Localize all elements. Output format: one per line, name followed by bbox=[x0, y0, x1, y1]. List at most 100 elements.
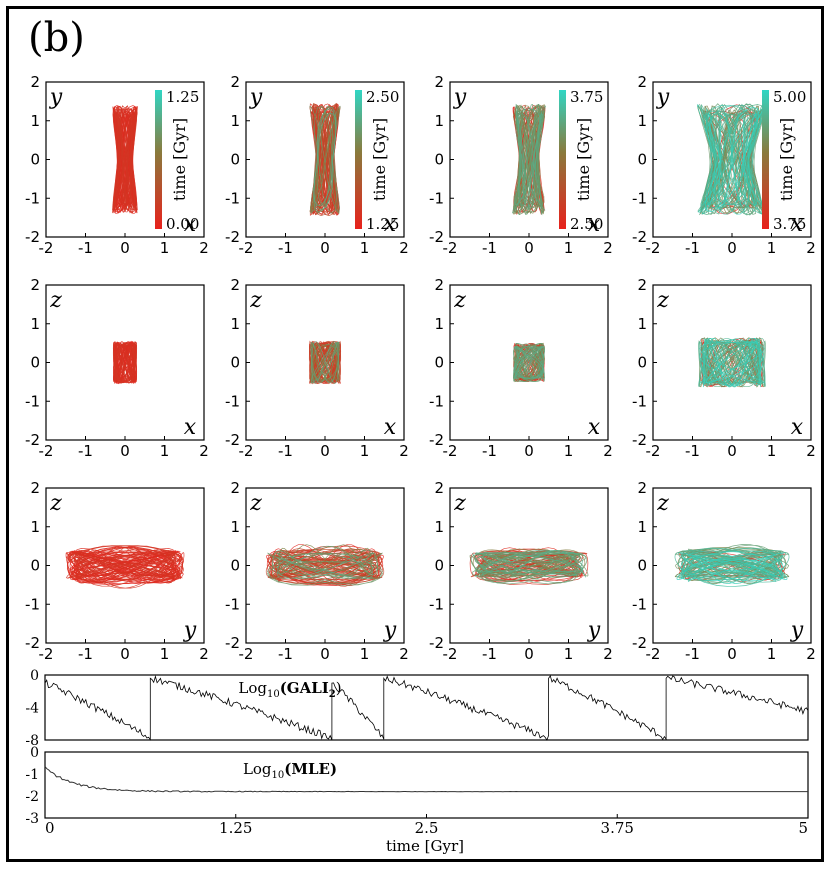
x-tick-label: -2 bbox=[239, 645, 254, 663]
y-tick-label: 0 bbox=[637, 151, 647, 169]
orbit-curve bbox=[704, 338, 760, 387]
y-tick-label: 2 bbox=[230, 479, 240, 497]
x-tick-label: 1 bbox=[360, 645, 370, 663]
y-tick-label: -2 bbox=[25, 431, 40, 449]
horizontal-axis-label: x bbox=[588, 212, 601, 237]
y-tick-label: -1 bbox=[429, 392, 444, 410]
time-tick-label: 1.25 bbox=[219, 819, 252, 837]
orbit-curve bbox=[699, 341, 765, 384]
x-tick-label: -1 bbox=[482, 239, 497, 257]
x-tick-label: 1 bbox=[767, 645, 777, 663]
y-tick-label: -1 bbox=[25, 595, 40, 613]
x-tick-label: 2 bbox=[199, 645, 209, 663]
y-tick-label: -2 bbox=[225, 634, 240, 652]
y-tick-label: -2 bbox=[632, 228, 647, 246]
x-tick-label: 1 bbox=[564, 239, 574, 257]
orbit-curve bbox=[67, 544, 183, 579]
y-tick-label: 1 bbox=[230, 315, 240, 333]
y-tick-label: 2 bbox=[434, 479, 444, 497]
mle-frame bbox=[44, 751, 809, 819]
y-tick-label: -1 bbox=[632, 595, 647, 613]
x-tick-label: 0 bbox=[120, 442, 130, 460]
y-tick-label: -2 bbox=[429, 634, 444, 652]
y-tick-label: -2 bbox=[25, 228, 40, 246]
x-tick-label: -1 bbox=[685, 239, 700, 257]
gali2-panel: 0 -4 -8 Log10(GALI2) bbox=[25, 668, 809, 749]
y-tick-label: 0 bbox=[30, 354, 40, 372]
vertical-axis-label: y bbox=[656, 85, 670, 110]
x-tick-label: -2 bbox=[443, 239, 458, 257]
colorbar-max-label: 1.25 bbox=[166, 88, 199, 106]
x-tick-label: 0 bbox=[727, 645, 737, 663]
horizontal-axis-label: y bbox=[790, 618, 804, 643]
y-tick-label: 2 bbox=[30, 73, 40, 91]
orbit-curve bbox=[708, 112, 756, 206]
x-tick-label: 2 bbox=[199, 239, 209, 257]
vertical-axis-label: z bbox=[49, 288, 62, 313]
orbit-curve bbox=[700, 339, 764, 386]
y-tick-label: -2 bbox=[225, 228, 240, 246]
orbit-curve bbox=[513, 346, 545, 379]
orbit-curve bbox=[66, 553, 184, 581]
horizontal-axis-label: x bbox=[184, 212, 197, 237]
mle-y-tick: -3 bbox=[25, 811, 39, 827]
colorbar-title: time [Gyr] bbox=[574, 118, 593, 201]
colorbar-min-label: 1.25 bbox=[366, 215, 399, 233]
x-tick-label: 0 bbox=[727, 239, 737, 257]
y-tick-label: 2 bbox=[434, 276, 444, 294]
horizontal-axis-label: x bbox=[384, 212, 397, 237]
x-tick-label: -2 bbox=[646, 239, 661, 257]
x-tick-label: -1 bbox=[482, 442, 497, 460]
x-tick-label: -1 bbox=[685, 442, 700, 460]
orbit-curve bbox=[75, 552, 175, 583]
orbit-curve bbox=[112, 341, 138, 384]
y-tick-label: 2 bbox=[30, 276, 40, 294]
y-tick-label: 1 bbox=[30, 315, 40, 333]
gali2-y-tick: -4 bbox=[25, 701, 39, 717]
x-tick-label: 1 bbox=[564, 442, 574, 460]
x-tick-label: 2 bbox=[603, 442, 613, 460]
horizontal-axis-label: y bbox=[383, 618, 397, 643]
x-tick-label: 2 bbox=[399, 239, 409, 257]
orbit-curve bbox=[471, 549, 587, 578]
x-tick-label: -1 bbox=[685, 645, 700, 663]
x-tick-label: -2 bbox=[443, 442, 458, 460]
x-tick-label: -1 bbox=[482, 645, 497, 663]
y-tick-label: 0 bbox=[230, 557, 240, 575]
y-tick-label: 0 bbox=[434, 151, 444, 169]
y-tick-label: 1 bbox=[30, 112, 40, 130]
panel-frame bbox=[652, 284, 812, 441]
mle-series bbox=[44, 766, 808, 793]
x-tick-label: 0 bbox=[320, 645, 330, 663]
orbit-curve bbox=[702, 340, 762, 385]
horizontal-axis-label: y bbox=[587, 618, 601, 643]
x-tick-label: -2 bbox=[39, 239, 54, 257]
panel-frame bbox=[245, 487, 405, 644]
orbit-curve bbox=[517, 113, 541, 206]
gali2-series bbox=[44, 674, 809, 741]
orbit-curve bbox=[310, 341, 340, 384]
x-tick-label: 0 bbox=[320, 442, 330, 460]
orbit-curve bbox=[310, 341, 340, 384]
x-tick-label: 2 bbox=[199, 442, 209, 460]
y-tick-label: 0 bbox=[637, 557, 647, 575]
x-tick-label: 2 bbox=[806, 442, 816, 460]
orbit-curve bbox=[115, 341, 135, 384]
x-tick-label: 0 bbox=[524, 442, 534, 460]
y-tick-label: -2 bbox=[632, 634, 647, 652]
orbit-curve bbox=[687, 554, 777, 579]
orbit-trajectories bbox=[674, 544, 790, 588]
orbit-curve bbox=[271, 552, 379, 579]
x-tick-label: 0 bbox=[120, 239, 130, 257]
orbit-curve bbox=[705, 341, 759, 384]
y-tick-label: -1 bbox=[225, 392, 240, 410]
x-tick-label: -1 bbox=[78, 645, 93, 663]
colorbar bbox=[762, 90, 769, 229]
orbit-trajectories bbox=[65, 544, 185, 589]
vertical-axis-label: y bbox=[249, 85, 263, 110]
colorbar-title: time [Gyr] bbox=[777, 118, 796, 201]
